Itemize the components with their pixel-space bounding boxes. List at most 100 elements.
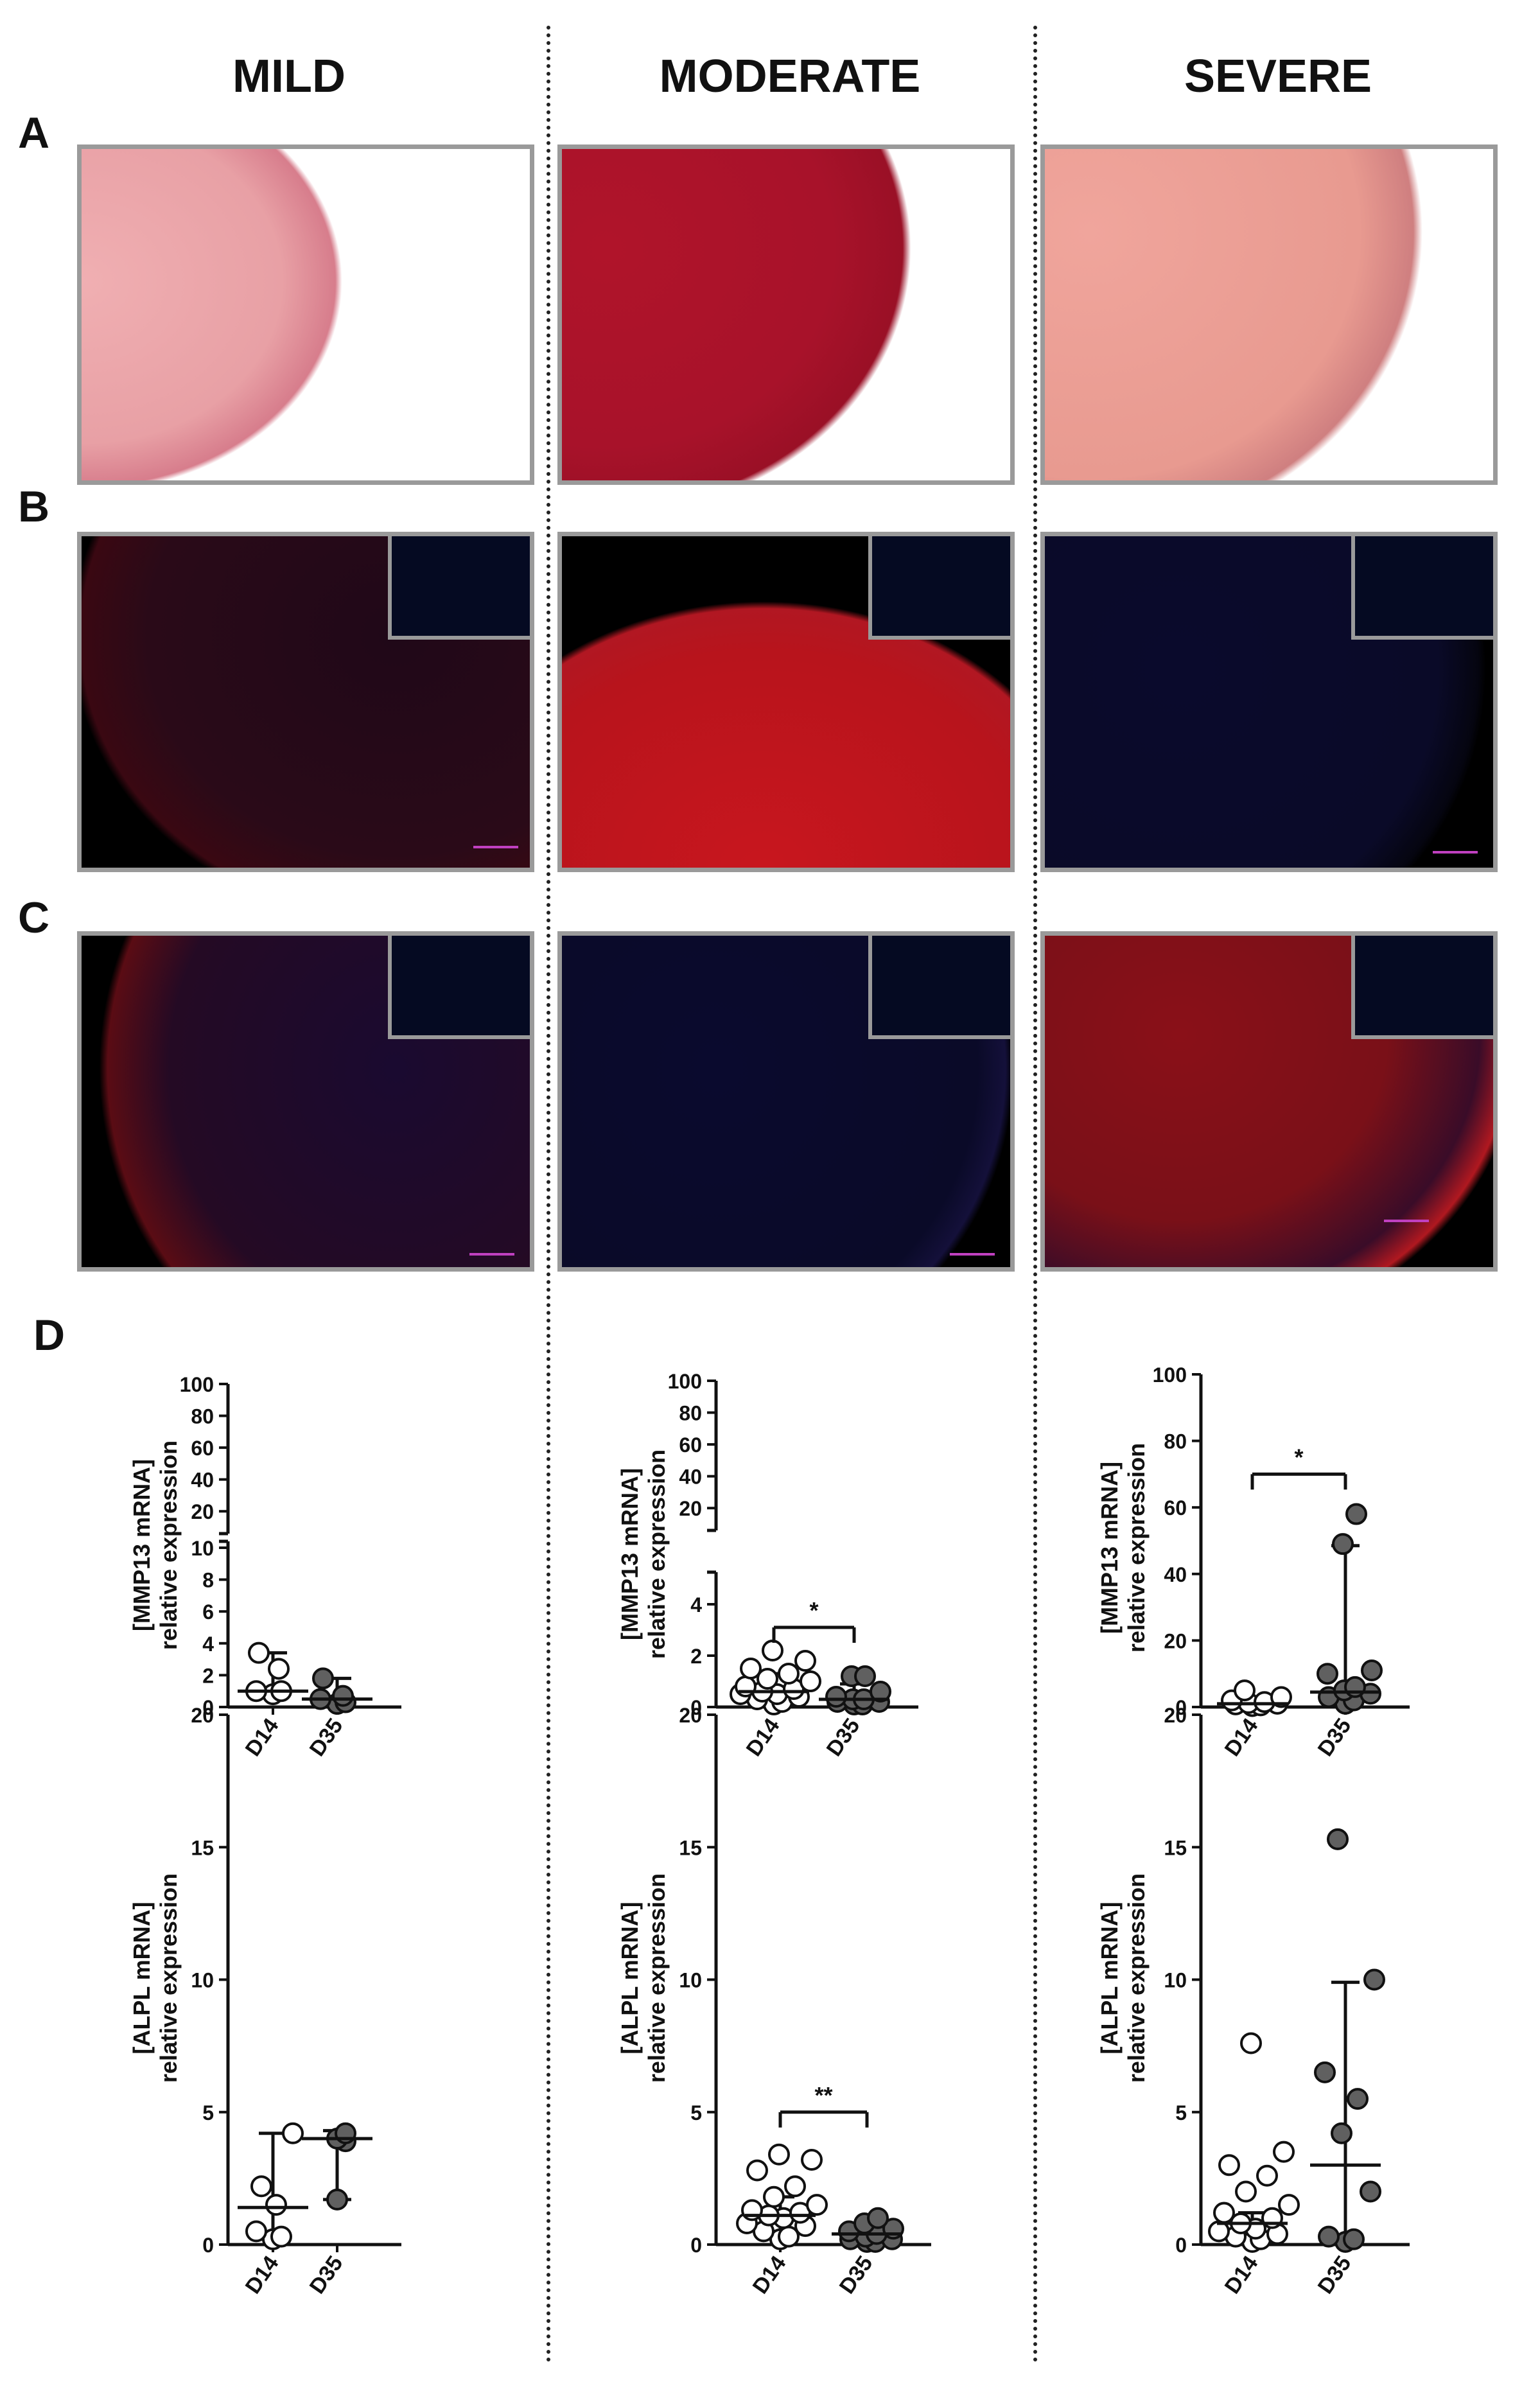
y-axis-label-line: [MMP13 mRNA]: [1096, 1462, 1123, 1634]
y-tick-label: 20: [1164, 1704, 1187, 1727]
data-point: [1343, 2228, 1365, 2250]
y-tick-label: 20: [679, 1497, 702, 1520]
data-point: [1270, 1686, 1292, 1708]
panel-letter-c: C: [18, 893, 50, 942]
y-tick-label: 20: [679, 1704, 702, 1727]
y-tick-label: 2: [690, 1645, 702, 1668]
data-point: [1347, 2088, 1369, 2110]
y-axis-label-line: [ALPL mRNA]: [617, 1902, 643, 2054]
panel-letter-a: A: [18, 109, 50, 157]
significance-label: *: [1294, 1444, 1303, 1470]
column-divider-1: [547, 26, 550, 2363]
y-tick-label: 60: [1164, 1496, 1187, 1519]
inset-c-mild: [388, 936, 530, 1039]
y-tick-label: 15: [1164, 1836, 1187, 1859]
data-point: [245, 2220, 267, 2243]
data-point: [1344, 1676, 1366, 1698]
column-title-moderate: MODERATE: [659, 51, 921, 102]
y-axis-label: [MMP13 mRNA]relative expression: [128, 1441, 182, 1650]
y-tick-label: 80: [679, 1402, 702, 1425]
data-point: [784, 2175, 806, 2198]
data-point: [825, 1686, 847, 1708]
y-tick-label: 20: [191, 1500, 214, 1523]
y-axis-label-line: relative expression: [643, 1873, 670, 2083]
data-point: [768, 2143, 790, 2166]
y-tick-label: 0: [202, 2234, 214, 2257]
y-tick-label: 100: [1153, 1363, 1187, 1387]
plot-area: 0 5 10 15 20 [ALPL mRNA]relative expression D1…: [1096, 1704, 1410, 2299]
inset-c-moderate: [868, 936, 1010, 1039]
y-axis-label-line: relative expression: [1123, 1443, 1150, 1652]
y-tick-label: 80: [191, 1405, 214, 1428]
data-point: [1318, 2225, 1340, 2248]
data-point: [762, 1640, 783, 1661]
data-point: [1332, 1533, 1354, 1555]
data-point: [1361, 1660, 1383, 1682]
data-point: [763, 2185, 785, 2208]
data-point: [1327, 1828, 1349, 1850]
chart-mmp13-mild: 0 2 4 6 8 10 20 40 60 80 100 [MMP13 mRNA]relative e…: [128, 1373, 401, 1761]
micrograph-he-severe: [1040, 144, 1498, 485]
y-axis-label: [MMP13 mRNA]relative expression: [617, 1449, 670, 1659]
y-tick-label: 10: [191, 1537, 214, 1560]
y-tick-label: 10: [679, 1969, 702, 1992]
column-title-mild: MILD: [232, 51, 346, 102]
y-tick-label: 0: [690, 1696, 702, 1719]
y-axis-label: [ALPL mRNA]relative expression: [617, 1873, 670, 2083]
y-tick-label: 8: [202, 1569, 214, 1592]
y-axis-label-line: [MMP13 mRNA]: [128, 1459, 155, 1631]
y-tick-label: 80: [1164, 1430, 1187, 1453]
y-tick-label: 40: [191, 1469, 214, 1492]
y-axis-label-line: relative expression: [643, 1449, 670, 1659]
data-point: [265, 2194, 287, 2216]
y-tick-label: 0: [1175, 2234, 1187, 2257]
scale-bar: [1433, 851, 1478, 854]
x-tick-label: D35: [305, 2252, 348, 2299]
data-point: [1273, 2141, 1295, 2163]
x-tick-label: D14: [748, 2252, 791, 2299]
significance-label: *: [809, 1597, 818, 1624]
data-point: [757, 1668, 778, 1690]
panel-letter-d: D: [33, 1311, 66, 1360]
y-axis-label: [ALPL mRNA]relative expression: [128, 1873, 182, 2083]
chart-alpl-severe: 0 5 10 15 20 [ALPL mRNA]relative expression D1…: [1096, 1704, 1410, 2299]
inset-b-moderate: [868, 536, 1010, 640]
micrograph-he-mild: [77, 144, 534, 485]
x-tick-label: D14: [1220, 2252, 1263, 2299]
data-point: [326, 2188, 348, 2211]
inset-b-mild: [388, 536, 530, 640]
data-point: [312, 1667, 334, 1690]
data-point: [282, 2122, 304, 2144]
scale-bar: [473, 846, 518, 848]
y-axis-label-line: [ALPL mRNA]: [128, 1902, 155, 2054]
y-tick-label: 5: [202, 2101, 214, 2124]
y-tick-label: 2: [202, 1664, 214, 1687]
y-tick-label: 4: [690, 1593, 702, 1616]
significance-label: **: [814, 2082, 832, 2108]
panel-letter-b: B: [18, 482, 50, 531]
y-tick-label: 15: [191, 1836, 214, 1859]
inset-b-severe: [1351, 536, 1493, 640]
data-point: [1363, 1968, 1385, 1991]
chart-alpl-mild: 0 5 10 15 20 [ALPL mRNA]relative expression D1…: [128, 1704, 401, 2299]
y-tick-label: 0: [690, 2234, 702, 2257]
data-point: [1360, 2180, 1381, 2203]
y-tick-label: 40: [1164, 1563, 1187, 1586]
data-point: [1314, 2061, 1336, 2083]
chart-mmp13-moderate: 0 2 4 20 40 60 80 100 [MMP13 mRNA]relative expre…: [617, 1370, 918, 1761]
data-point: [1256, 2164, 1278, 2187]
data-point: [870, 1681, 891, 1703]
plot-area: 0 5 10 15 20 [ALPL mRNA]relative expression D1…: [617, 1704, 931, 2299]
y-tick-label: 100: [668, 1370, 702, 1393]
y-tick-label: 10: [191, 1969, 214, 1992]
column-divider-2: [1033, 26, 1037, 2363]
data-point: [1317, 1663, 1338, 1685]
plot-area: 0 2 4 6 8 10 20 40 60 80 100 [MMP13 mRNA]relative e…: [128, 1373, 401, 1761]
data-point: [794, 1650, 816, 1672]
plot-area: 0 2 4 20 40 60 80 100 [MMP13 mRNA]relative expre…: [617, 1370, 918, 1761]
y-tick-label: 0: [202, 1696, 214, 1719]
y-tick-label: 60: [191, 1437, 214, 1460]
scale-bar: [950, 1253, 995, 1256]
y-axis-label-line: [MMP13 mRNA]: [617, 1468, 643, 1640]
data-point: [1278, 2194, 1300, 2216]
